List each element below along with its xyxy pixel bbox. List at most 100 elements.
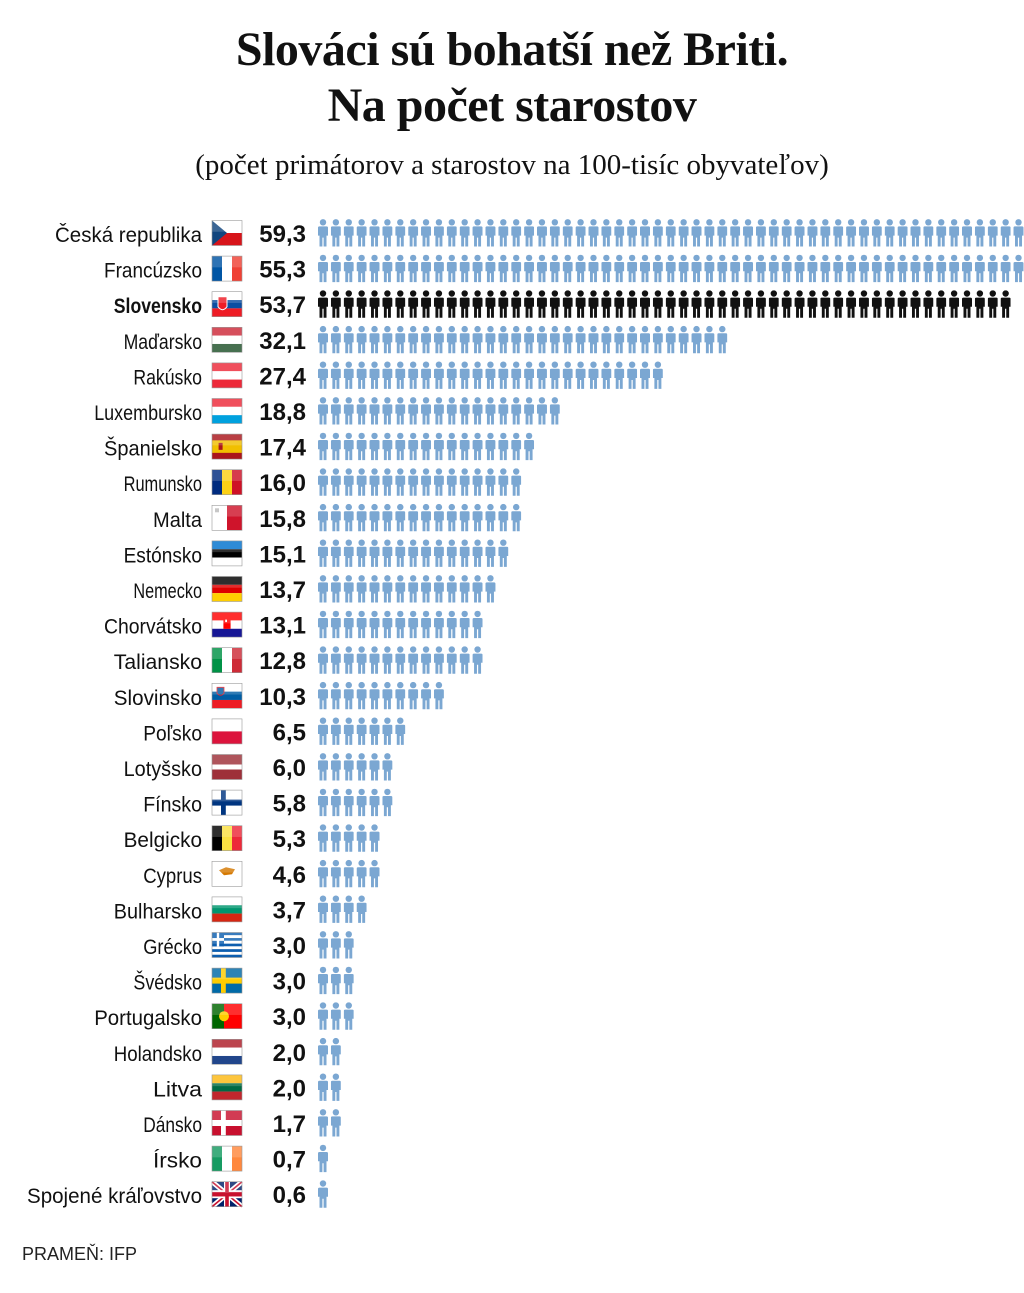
person-icon [768, 254, 779, 283]
person-icon [318, 1002, 328, 1030]
person-icon [343, 575, 354, 603]
person-icon [421, 468, 432, 496]
person-icon [640, 361, 650, 389]
person-icon [949, 290, 960, 318]
person-icon [330, 681, 341, 710]
person-icon [755, 219, 766, 247]
person-icon [974, 219, 985, 247]
chart-row: Malta 15,8 [153, 503, 522, 533]
person-icon [343, 646, 354, 674]
person-icon [511, 432, 522, 461]
pictogram-bar [318, 397, 560, 425]
person-icon [601, 325, 612, 354]
person-icon [421, 646, 432, 674]
person-icon [343, 325, 354, 354]
value-label: 4,6 [273, 862, 306, 889]
person-icon [421, 610, 432, 639]
person-icon [343, 788, 354, 817]
person-icon [408, 468, 419, 496]
pictogram-bar [318, 966, 354, 995]
person-icon [369, 539, 380, 567]
value-label: 16,0 [259, 470, 306, 497]
person-icon [588, 290, 599, 318]
person-icon [459, 361, 470, 389]
person-icon [356, 681, 367, 710]
flag-cy-icon [211, 860, 243, 887]
person-icon [717, 219, 728, 247]
person-icon [665, 254, 676, 283]
person-icon [330, 931, 341, 959]
person-icon [369, 290, 380, 318]
flag-de-icon [211, 576, 243, 602]
person-icon [395, 610, 406, 639]
person-icon [433, 397, 444, 425]
person-icon [614, 254, 625, 283]
person-icon [318, 539, 328, 567]
person-icon [318, 1073, 328, 1101]
person-icon [330, 432, 341, 461]
person-icon [601, 254, 612, 283]
chart-row: Rumunsko 16,0 [124, 468, 522, 497]
person-icon [536, 325, 547, 354]
person-icon [395, 290, 406, 318]
person-icon [318, 325, 328, 354]
pictogram-bar [318, 646, 483, 674]
flag-lu-icon [211, 398, 243, 424]
person-icon [472, 575, 483, 603]
person-icon [717, 290, 728, 318]
person-icon [356, 859, 367, 888]
person-icon [433, 325, 444, 354]
pictogram-bar [318, 1144, 328, 1173]
category-label: Švédsko [133, 972, 202, 995]
person-icon [356, 397, 367, 425]
person-icon [536, 397, 547, 425]
person-icon [330, 397, 341, 425]
person-icon [330, 361, 341, 389]
person-icon [472, 361, 483, 389]
person-icon [369, 219, 380, 247]
person-icon [498, 397, 509, 425]
category-label: Írsko [153, 1150, 202, 1173]
person-icon [446, 468, 457, 496]
person-icon [343, 681, 354, 710]
person-icon [949, 219, 960, 247]
pictogram-bar [318, 468, 522, 496]
person-icon [549, 325, 560, 354]
person-icon [652, 254, 663, 283]
person-icon [472, 432, 483, 461]
person-icon [717, 254, 728, 283]
person-icon [408, 219, 419, 247]
person-icon [446, 254, 457, 283]
person-icon [395, 325, 406, 354]
person-icon [421, 290, 432, 318]
flag-hu-icon [211, 326, 243, 353]
person-icon [343, 254, 354, 283]
person-icon [421, 325, 432, 354]
person-icon [910, 290, 921, 318]
person-icon [936, 219, 947, 247]
person-icon [343, 931, 354, 959]
title-line-1: Slováci sú bohatší než Briti. [235, 23, 789, 76]
value-label: 15,8 [259, 506, 306, 533]
person-icon [575, 325, 586, 354]
person-icon [562, 219, 573, 247]
chart-row: Francúzsko 55,3 [104, 254, 1024, 284]
person-icon [446, 325, 457, 354]
chart-row: Portugalsko 3,0 [94, 1002, 354, 1031]
category-label: Litva [153, 1078, 202, 1101]
person-icon [640, 219, 650, 247]
person-icon [524, 325, 535, 354]
value-label: 6,0 [273, 755, 306, 782]
flag-nl-icon [211, 1039, 243, 1065]
person-icon [652, 361, 663, 389]
person-icon [382, 325, 393, 354]
value-label: 0,6 [273, 1182, 306, 1209]
pictogram-bar [318, 859, 380, 888]
person-icon [897, 290, 908, 318]
person-icon [485, 432, 496, 461]
person-icon [318, 1037, 328, 1066]
person-icon [330, 219, 341, 247]
chart-row: Maďarsko 32,1 [124, 325, 728, 355]
person-icon [382, 753, 393, 781]
